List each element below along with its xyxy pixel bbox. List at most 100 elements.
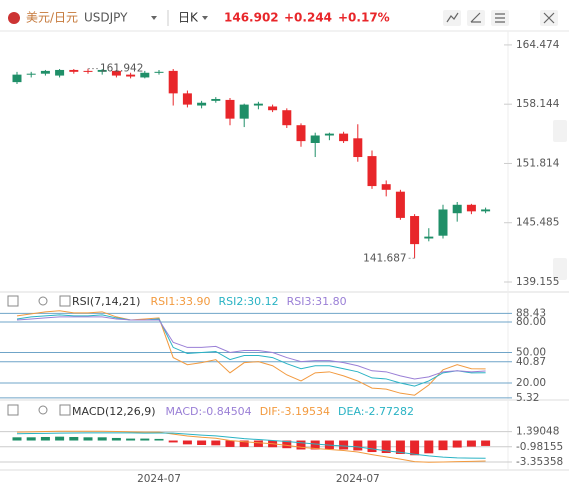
y-tick-label: 145.485: [516, 217, 559, 229]
macd-bar: [381, 440, 391, 454]
toggle-icon[interactable]: [59, 404, 71, 416]
candle-body: [367, 156, 377, 187]
macd-bar: [296, 440, 306, 450]
toggle-icon[interactable]: [59, 295, 71, 307]
change: +0.244: [284, 11, 332, 25]
y-tick-label: 151.814: [516, 157, 560, 169]
draw-tool-icon[interactable]: [470, 12, 481, 23]
candle-body: [339, 133, 349, 142]
line-tool-icon[interactable]: [446, 12, 459, 23]
side-button[interactable]: [553, 258, 567, 280]
macd-bar: [40, 436, 50, 441]
macd-bar: [69, 436, 79, 441]
candle-body: [225, 99, 235, 119]
candle-body: [353, 138, 363, 158]
legend-entry: DIF:-3.19534: [260, 405, 330, 418]
macd-bar: [481, 440, 491, 446]
symbol[interactable]: USDJPY: [84, 11, 128, 25]
candle-body: [253, 103, 263, 106]
candle-body: [26, 73, 36, 75]
candle-body: [197, 102, 207, 106]
macd-bar: [438, 440, 448, 451]
candle-body: [310, 135, 320, 143]
settings-icon[interactable]: [495, 13, 505, 23]
y-tick-label: -0.98155: [516, 441, 563, 453]
y-tick-label: 158.144: [516, 98, 560, 110]
x-tick-label: 2024-07: [137, 473, 181, 485]
eye-icon[interactable]: [7, 404, 19, 416]
macd-bar: [452, 440, 462, 448]
legend-entry: RSI1:33.90: [150, 295, 210, 308]
symbol-name[interactable]: 美元/日元: [26, 11, 78, 25]
macd-bar: [168, 440, 178, 443]
y-tick-label: 80.00: [516, 316, 546, 328]
macd-bar: [55, 436, 65, 441]
price: 146.902: [224, 11, 279, 25]
macd-bar: [154, 438, 164, 441]
macd-bar: [26, 437, 36, 441]
gear-icon[interactable]: [38, 405, 48, 415]
dropdown-arrow[interactable]: [202, 16, 208, 20]
macd-bar: [253, 440, 263, 447]
candle-body: [40, 70, 50, 74]
candle-body: [395, 191, 405, 218]
macd-bar: [424, 440, 434, 454]
annotation: 141.687: [363, 252, 406, 264]
macd-bar: [12, 437, 22, 441]
candle-body: [410, 216, 420, 245]
candle-body: [126, 74, 136, 77]
candle-body: [296, 125, 306, 142]
candle-body: [438, 209, 448, 236]
tool-button[interactable]: [443, 10, 461, 26]
change-pct: +0.17%: [338, 11, 390, 25]
macd-bar: [410, 440, 420, 456]
candle-body: [12, 74, 22, 83]
y-tick-label: 5.32: [516, 392, 539, 404]
side-button[interactable]: [553, 120, 567, 142]
gear-icon[interactable]: [38, 296, 48, 306]
y-tick-label: 20.00: [516, 377, 546, 389]
rsi-line: [16, 310, 486, 396]
candle-body: [55, 69, 65, 76]
macd-bar: [225, 440, 235, 447]
period[interactable]: 日K: [178, 11, 199, 25]
indicator-title: RSI(7,14,21): [72, 295, 140, 308]
legend-entry: MACD:-0.84504: [166, 405, 252, 418]
dropdown-arrow[interactable]: [151, 16, 157, 20]
macd-bar: [282, 440, 292, 449]
legend-entry: RSI2:30.12: [219, 295, 279, 308]
candle-body: [452, 204, 462, 214]
y-tick-label: 88.43: [516, 307, 546, 319]
x-tick-label: 2024-07: [336, 473, 380, 485]
candle-body: [211, 98, 221, 101]
macd-bar: [339, 440, 349, 450]
candle-body: [381, 184, 391, 190]
y-tick-label: 164.474: [516, 39, 560, 51]
macd-bar: [239, 440, 249, 447]
flag-icon: [8, 12, 20, 24]
macd-bar: [310, 440, 320, 450]
rsi-line: [16, 316, 486, 380]
macd-line: [16, 432, 486, 459]
eye-icon[interactable]: [7, 295, 19, 307]
candle-body: [239, 104, 249, 119]
macd-bar: [353, 440, 363, 451]
fullscreen-icon[interactable]: [543, 12, 555, 24]
macd-bar: [466, 440, 476, 447]
candle-body: [97, 69, 107, 72]
candle-body: [466, 204, 476, 212]
macd-bar: [83, 437, 93, 441]
macd-line: [16, 430, 486, 463]
candle-body: [481, 209, 491, 212]
candle-body: [83, 70, 93, 72]
tool-button[interactable]: [467, 10, 485, 26]
rsi-line: [16, 314, 486, 387]
y-tick-label: 139.155: [516, 276, 559, 288]
legend-entry: DEA:-2.77282: [338, 405, 414, 418]
legend-entry: RSI3:31.80: [287, 295, 347, 308]
candle-body: [324, 133, 334, 136]
y-tick-label: 40.87: [516, 356, 546, 368]
indicator-title: MACD(12,26,9): [72, 405, 156, 418]
